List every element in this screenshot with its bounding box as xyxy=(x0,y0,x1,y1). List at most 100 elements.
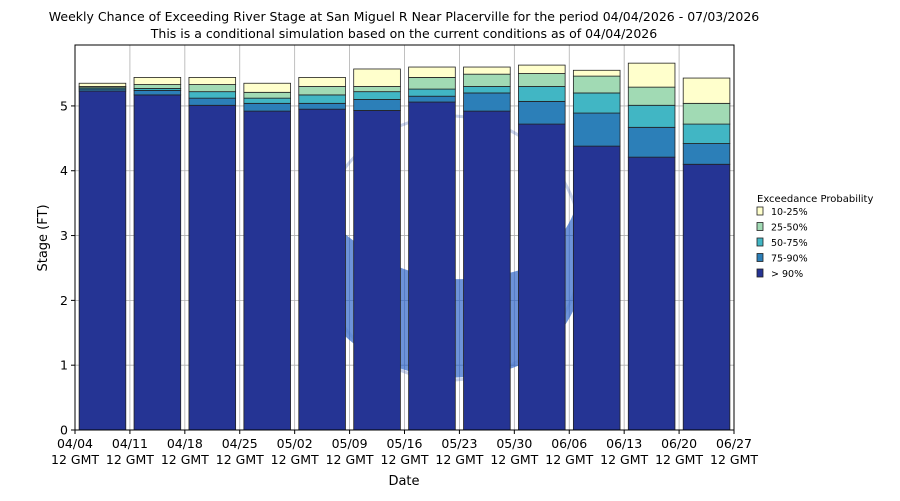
bar-segment--90- xyxy=(133,94,182,431)
bar-segment-25-50- xyxy=(463,73,511,87)
bar-segment-10-25- xyxy=(133,77,182,85)
legend-label: 25-50% xyxy=(771,223,808,234)
legend-swatch xyxy=(756,206,764,216)
bar-segment-50-75- xyxy=(463,86,511,94)
x-tick-label: 06/20 xyxy=(661,436,697,451)
y-tick-label: 2 xyxy=(60,293,68,308)
x-tick-label-time: 12 GMT xyxy=(271,452,319,467)
x-tick-label: 05/30 xyxy=(496,436,532,451)
y-tick-label: 5 xyxy=(60,98,68,113)
bar-segment-25-50- xyxy=(133,84,182,89)
bar-segment-10-25- xyxy=(627,62,676,88)
bar-segment-10-25- xyxy=(243,82,291,93)
bar-segment-10-25- xyxy=(463,66,511,75)
bar-segment--90- xyxy=(682,163,731,431)
bar-segment--90- xyxy=(353,110,401,431)
chart-subtitle: This is a conditional simulation based o… xyxy=(150,26,657,41)
bar-segment--90- xyxy=(572,145,621,431)
legend-label: 10-25% xyxy=(771,207,808,218)
x-tick-label: 04/18 xyxy=(167,436,203,451)
x-tick-label-time: 12 GMT xyxy=(435,452,483,467)
bar-segment-25-50- xyxy=(572,75,621,94)
bar-segment--90- xyxy=(518,123,566,431)
legend-label: 50-75% xyxy=(771,238,808,249)
bar-segment-50-75- xyxy=(353,91,401,100)
y-tick-label: 3 xyxy=(60,228,68,243)
x-tick-label-time: 12 GMT xyxy=(710,452,758,467)
y-tick-label: 1 xyxy=(60,358,68,373)
bar-segment-25-50- xyxy=(353,86,401,93)
x-tick-label: 04/11 xyxy=(112,436,148,451)
bar-segment-10-25- xyxy=(408,66,456,78)
bar-segment-10-25- xyxy=(682,77,731,104)
bar-segment--90- xyxy=(243,110,291,431)
x-tick-label-time: 12 GMT xyxy=(381,452,429,467)
x-tick-label-time: 12 GMT xyxy=(655,452,703,467)
bar-segment-75-90- xyxy=(408,95,456,103)
bar-segment-50-75- xyxy=(408,88,456,97)
y-tick-label: 0 xyxy=(60,423,68,438)
x-tick-label-time: 12 GMT xyxy=(216,452,264,467)
bar-segment-75-90- xyxy=(627,126,676,158)
legend-swatch xyxy=(756,253,764,262)
x-tick-label-time: 12 GMT xyxy=(161,452,209,467)
bar-segment-50-75- xyxy=(572,92,621,114)
x-tick-label-time: 12 GMT xyxy=(106,452,154,467)
bar-segment-25-50- xyxy=(627,86,676,106)
x-tick-label-time: 12 GMT xyxy=(326,452,374,467)
bar-segment-10-25- xyxy=(353,68,401,87)
bar-segment--90- xyxy=(78,90,127,431)
bar-segment-50-75- xyxy=(682,123,731,144)
bar-segment-75-90- xyxy=(682,143,731,165)
bar-segment-75-90- xyxy=(463,92,511,112)
bar-segment-50-75- xyxy=(243,97,291,104)
y-tick-label: 4 xyxy=(60,163,68,178)
bar-segment--90- xyxy=(298,108,346,431)
x-tick-label-time: 12 GMT xyxy=(545,452,593,467)
legend-title: Exceedance Probability xyxy=(757,194,873,205)
bar-segment-25-50- xyxy=(298,86,346,96)
x-tick-label: 04/04 xyxy=(57,436,93,451)
bar-segment-50-75- xyxy=(627,104,676,128)
x-axis-label: Date xyxy=(388,474,419,489)
x-tick-label-time: 12 GMT xyxy=(600,452,648,467)
x-tick-label: 05/16 xyxy=(386,436,422,451)
bar-segment--90- xyxy=(463,110,511,431)
x-tick-label: 05/02 xyxy=(277,436,313,451)
bar-segment-75-90- xyxy=(243,102,291,112)
bar-segment-75-90- xyxy=(133,89,182,96)
bar-segment-50-75- xyxy=(188,91,237,99)
legend-swatch xyxy=(756,237,764,247)
bar-segment-25-50- xyxy=(682,102,731,125)
x-tick-label-time: 12 GMT xyxy=(490,452,538,467)
legend-label: > 90% xyxy=(771,269,803,280)
plot-frame xyxy=(74,44,735,431)
x-tick-label: 04/25 xyxy=(222,436,258,451)
bar-segment-25-50- xyxy=(408,77,456,90)
legend: Exceedance Probability 10-25% 25-50% 50-75… xyxy=(756,194,873,280)
bar-segment-75-90- xyxy=(298,102,346,110)
bar-segment--90- xyxy=(627,156,676,431)
x-tick-label: 06/13 xyxy=(606,436,642,451)
x-tick-label: 05/09 xyxy=(332,436,368,451)
bar-segment-10-25- xyxy=(572,69,621,77)
legend-swatch xyxy=(756,268,764,278)
bar-segment-75-90- xyxy=(353,99,401,111)
bar-stacks xyxy=(78,62,731,431)
bar-segment-50-75- xyxy=(518,86,566,102)
y-axis-label: Stage (FT) xyxy=(36,204,51,271)
bar-segment-75-90- xyxy=(188,97,237,106)
x-tick-label-time: 12 GMT xyxy=(51,452,99,467)
bar-segment-10-25- xyxy=(188,77,237,85)
legend-label: 75-90% xyxy=(771,254,808,265)
x-tick-label: 05/23 xyxy=(441,436,477,451)
bar-segment-10-25- xyxy=(78,82,127,87)
bar-segment-10-25- xyxy=(518,64,566,74)
bar-segment--90- xyxy=(408,101,456,431)
bar-segment-75-90- xyxy=(572,112,621,147)
bar-segment-50-75- xyxy=(298,94,346,104)
x-tick-label: 06/06 xyxy=(551,436,587,451)
chart-title: Weekly Chance of Exceeding River Stage a… xyxy=(49,9,760,24)
